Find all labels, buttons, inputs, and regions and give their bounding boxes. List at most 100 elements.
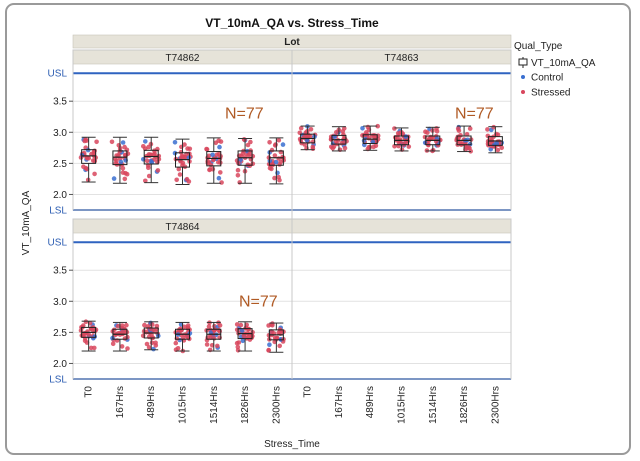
stressed-point [341, 132, 346, 137]
reference-label-lsl: LSL [49, 206, 67, 217]
control-point [118, 159, 124, 165]
stressed-point [406, 144, 412, 149]
stressed-point [92, 171, 97, 177]
stressed-point [241, 137, 247, 142]
stressed-point [499, 145, 505, 151]
stressed-point [182, 324, 187, 330]
stressed-point [176, 166, 182, 172]
stressed-point [239, 153, 244, 159]
control-point [120, 140, 126, 145]
sample-size-annotation: N=77 [225, 106, 264, 123]
stressed-point [120, 170, 126, 175]
facet-header-strip [72, 34, 512, 49]
y-axis-label: VT_10mA_QA [21, 190, 32, 255]
stressed-point [94, 139, 99, 145]
x-tick-label: 1514Hrs [209, 386, 220, 424]
control-point [148, 158, 154, 164]
control-point [494, 141, 500, 146]
stressed-point [154, 323, 160, 329]
stressed-point [204, 146, 209, 152]
stressed-point [82, 330, 87, 336]
stressed-point [237, 180, 242, 185]
y-tick-label: 2.0 [53, 359, 67, 370]
reference-label-lsl: LSL [49, 375, 67, 386]
stressed-point [206, 160, 212, 165]
stressed-point [175, 346, 181, 351]
stressed-point [124, 322, 129, 328]
stressed-point [425, 130, 430, 135]
control-point [304, 138, 310, 143]
stressed-point [119, 344, 125, 349]
stressed-point [234, 340, 240, 346]
stressed-point [297, 136, 303, 142]
stressed-point [455, 126, 461, 132]
stressed-point [179, 328, 184, 333]
stressed-point [308, 127, 314, 132]
y-tick-label: 3.5 [53, 266, 67, 277]
x-tick-label: 167Hrs [334, 386, 345, 418]
stressed-point [185, 323, 191, 328]
sample-size-annotation: N=77 [239, 293, 278, 310]
control-point [240, 338, 246, 344]
box [81, 149, 97, 164]
x-tick-label: T0 [303, 386, 314, 398]
variability-chart: VT_10mA_QA vs. Stress_Time Lot T74862 N=77 T… [21, 16, 596, 450]
y-tick-label: 2.5 [53, 328, 67, 339]
control-point [143, 139, 148, 144]
x-tick-label: 1826Hrs [459, 386, 470, 424]
y-tick-label: 3.0 [53, 128, 67, 139]
stressed-point [234, 322, 240, 327]
stressed-point [365, 124, 371, 130]
stressed-point [174, 177, 179, 183]
stressed-point [184, 334, 190, 339]
stressed-point [82, 338, 88, 344]
stressed-point [491, 124, 497, 130]
stressed-point [276, 137, 282, 143]
control-point [92, 334, 97, 339]
control-point [217, 144, 222, 150]
reference-label-usl: USL [48, 238, 68, 249]
control-point [273, 159, 279, 165]
control-point [280, 142, 286, 147]
legend-title: Qual_Type [514, 41, 563, 52]
stressed-point [464, 132, 470, 137]
stressed-point [278, 328, 284, 334]
stressed-point [81, 164, 86, 169]
stressed-point [342, 145, 348, 151]
stressed-point [298, 125, 304, 131]
x-axis-label: Stress_Time [264, 439, 320, 450]
legend-item-label: Stressed [531, 88, 570, 99]
stressed-point [206, 324, 212, 329]
stressed-point [92, 148, 97, 154]
stressed-point [109, 139, 115, 145]
lot-label: T74863 [385, 53, 419, 64]
stressed-point [216, 159, 221, 165]
facet-header-label: Lot [284, 37, 300, 48]
legend-control-marker [521, 75, 525, 79]
x-tick-label: 1826Hrs [240, 386, 251, 424]
legend-item-label: Control [531, 73, 563, 84]
stressed-point [235, 173, 241, 178]
stressed-point [150, 322, 155, 327]
control-point [267, 342, 272, 348]
control-point [172, 140, 178, 145]
control-point [216, 175, 222, 181]
x-tick-label: 489Hrs [365, 386, 376, 418]
control-point [239, 328, 245, 333]
stressed-point [184, 176, 190, 182]
x-tick-label: 1015Hrs [397, 386, 408, 424]
stressed-point [156, 153, 162, 159]
stressed-point [143, 178, 148, 184]
stressed-point [392, 126, 397, 131]
stressed-point [495, 132, 501, 137]
stressed-point [120, 329, 125, 335]
stressed-point [277, 343, 283, 349]
stressed-point [276, 174, 282, 180]
x-tick-label: 2300Hrs [490, 386, 501, 424]
stressed-point [120, 166, 126, 171]
stressed-point [125, 151, 131, 156]
stressed-point [110, 341, 116, 347]
legend-box-marker [518, 58, 528, 66]
stressed-point [153, 340, 158, 346]
stressed-point [266, 348, 271, 353]
